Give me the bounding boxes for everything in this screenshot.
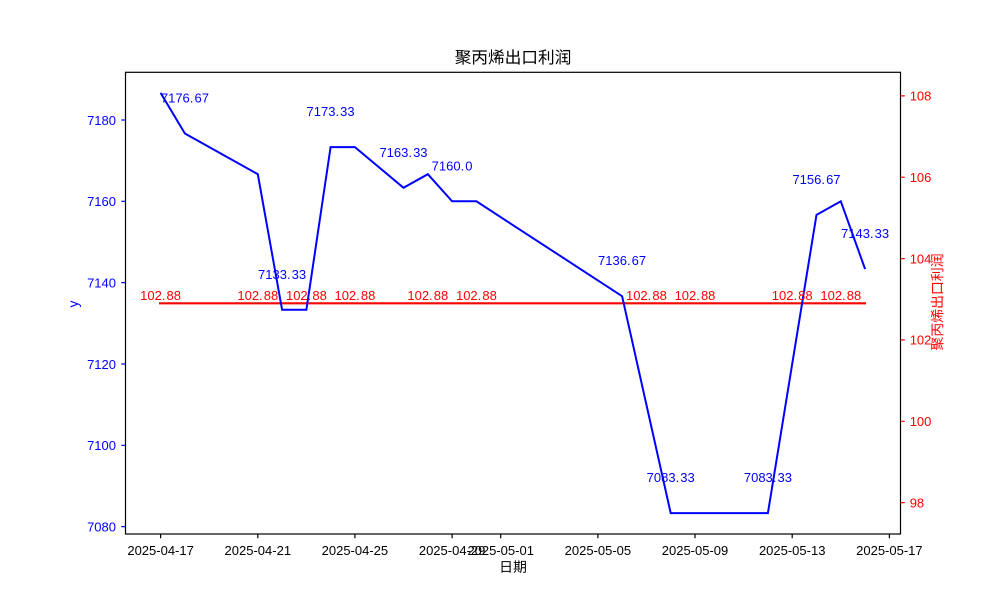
svg-text:102. 88: 102. 88 xyxy=(820,288,861,303)
svg-text:108: 108 xyxy=(910,89,932,104)
svg-text:7100: 7100 xyxy=(87,438,116,453)
svg-text:102. 88: 102. 88 xyxy=(237,288,278,303)
svg-text:104: 104 xyxy=(910,251,932,266)
svg-text:2025-05-05: 2025-05-05 xyxy=(565,543,632,558)
svg-text:7156. 67: 7156. 67 xyxy=(792,172,840,187)
svg-text:102. 88: 102. 88 xyxy=(140,288,181,303)
svg-text:7133. 33: 7133. 33 xyxy=(258,267,306,282)
svg-text:102. 88: 102. 88 xyxy=(407,288,448,303)
svg-text:7083. 33: 7083. 33 xyxy=(744,470,792,485)
svg-text:102. 88: 102. 88 xyxy=(456,288,497,303)
svg-text:2025-04-29: 2025-04-29 xyxy=(419,543,486,558)
svg-text:2025-05-09: 2025-05-09 xyxy=(662,543,729,558)
svg-text:102. 88: 102. 88 xyxy=(772,288,813,303)
svg-text:7163. 33: 7163. 33 xyxy=(379,145,427,160)
svg-text:2025-05-13: 2025-05-13 xyxy=(759,543,826,558)
svg-text:7160. 0: 7160. 0 xyxy=(432,158,473,173)
svg-text:7143. 33: 7143. 33 xyxy=(841,226,889,241)
svg-text:2025-04-21: 2025-04-21 xyxy=(225,543,292,558)
svg-text:7120: 7120 xyxy=(87,357,116,372)
svg-text:y: y xyxy=(65,300,81,307)
svg-text:102. 88: 102. 88 xyxy=(286,288,327,303)
svg-text:7136. 67: 7136. 67 xyxy=(598,253,646,268)
svg-text:102. 88: 102. 88 xyxy=(334,288,375,303)
svg-text:7176. 67: 7176. 67 xyxy=(161,91,209,106)
svg-text:7080: 7080 xyxy=(87,519,116,534)
svg-text:100: 100 xyxy=(910,414,932,429)
svg-text:102. 88: 102. 88 xyxy=(626,288,667,303)
svg-text:2025-04-25: 2025-04-25 xyxy=(322,543,389,558)
svg-text:106: 106 xyxy=(910,170,932,185)
svg-text:2025-05-17: 2025-05-17 xyxy=(856,543,923,558)
svg-text:102: 102 xyxy=(910,333,932,348)
svg-text:102. 88: 102. 88 xyxy=(675,288,716,303)
svg-text:7140: 7140 xyxy=(87,275,116,290)
svg-text:7083. 33: 7083. 33 xyxy=(647,470,695,485)
svg-text:98: 98 xyxy=(910,495,924,510)
svg-text:2025-05-01: 2025-05-01 xyxy=(467,543,534,558)
svg-text:7180: 7180 xyxy=(87,113,116,128)
svg-text:7173. 33: 7173. 33 xyxy=(307,104,355,119)
svg-text:2025-04-17: 2025-04-17 xyxy=(127,543,194,558)
svg-text:7160: 7160 xyxy=(87,194,116,209)
